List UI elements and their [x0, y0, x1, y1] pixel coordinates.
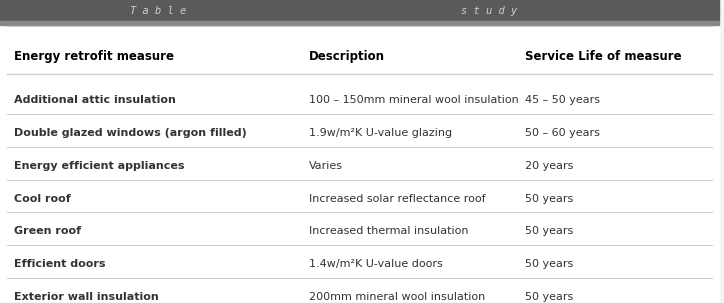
- Text: 20 years: 20 years: [525, 161, 573, 171]
- Text: Energy efficient appliances: Energy efficient appliances: [14, 161, 185, 171]
- Text: T a b l e: T a b l e: [130, 5, 186, 15]
- Text: Increased solar reflectance roof: Increased solar reflectance roof: [309, 194, 486, 204]
- Text: Cool roof: Cool roof: [14, 194, 71, 204]
- Text: Double glazed windows (argon filled): Double glazed windows (argon filled): [14, 128, 247, 138]
- Text: 45 – 50 years: 45 – 50 years: [525, 95, 599, 105]
- Text: Energy retrofit measure: Energy retrofit measure: [14, 50, 174, 63]
- Text: s t u d y: s t u d y: [460, 5, 517, 15]
- Text: Efficient doors: Efficient doors: [14, 259, 106, 269]
- Text: Description: Description: [309, 50, 385, 63]
- Bar: [0, 0, 719, 21]
- Bar: [0, 21, 719, 25]
- Text: Exterior wall insulation: Exterior wall insulation: [14, 292, 159, 302]
- Text: Additional attic insulation: Additional attic insulation: [14, 95, 176, 105]
- Text: 50 years: 50 years: [525, 259, 573, 269]
- Text: 50 – 60 years: 50 – 60 years: [525, 128, 599, 138]
- Text: Increased thermal insulation: Increased thermal insulation: [309, 226, 468, 236]
- Text: Service Life of measure: Service Life of measure: [525, 50, 681, 63]
- Text: 50 years: 50 years: [525, 292, 573, 302]
- Text: 100 – 150mm mineral wool insulation: 100 – 150mm mineral wool insulation: [309, 95, 519, 105]
- Text: 50 years: 50 years: [525, 194, 573, 204]
- Text: 200mm mineral wool insulation: 200mm mineral wool insulation: [309, 292, 485, 302]
- Text: 1.4w/m²K U-value doors: 1.4w/m²K U-value doors: [309, 259, 443, 269]
- Text: Varies: Varies: [309, 161, 343, 171]
- Text: 1.9w/m²K U-value glazing: 1.9w/m²K U-value glazing: [309, 128, 452, 138]
- Text: 50 years: 50 years: [525, 226, 573, 236]
- Text: Green roof: Green roof: [14, 226, 82, 236]
